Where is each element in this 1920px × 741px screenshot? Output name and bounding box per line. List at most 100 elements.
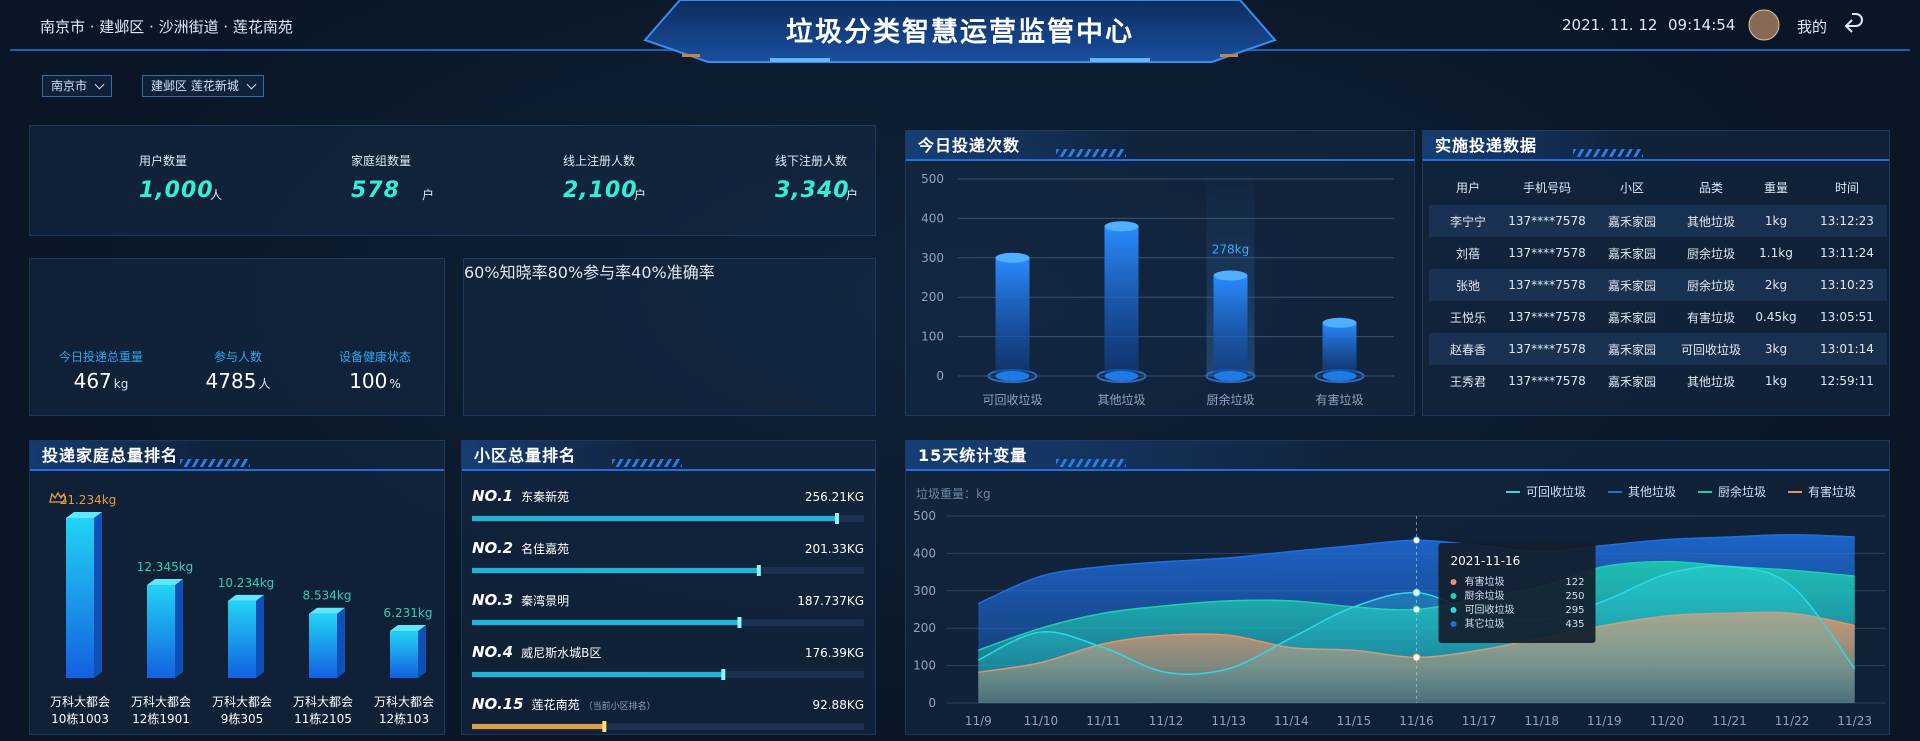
records-table: 用户 手机号码 小区 品类 重量 时间 李宁宁 137****7578 嘉禾家园 其他垃圾 1kg 1… bbox=[1429, 169, 1887, 397]
panel-title: 15天统计变量 bbox=[906, 441, 1889, 471]
rank: NO.4 bbox=[472, 643, 513, 661]
crown-icon bbox=[49, 491, 67, 503]
bar bbox=[66, 518, 94, 678]
gauge-value: 40% bbox=[631, 263, 667, 282]
rate-panel: 60%知晓率80%参与率40%准确率 bbox=[463, 258, 876, 416]
table-row: 赵春香 137****7578 嘉禾家园 可回收垃圾 3kg 13:01:14 bbox=[1429, 333, 1887, 365]
bar-knob bbox=[721, 669, 726, 680]
table-cell: 137****7578 bbox=[1508, 246, 1586, 260]
trend-panel: 15天统计变量 垃圾重量：kg 0 100 200 300 400 500 11/9 11/10… bbox=[905, 440, 1890, 735]
value-label: 187.737KG bbox=[797, 594, 864, 608]
bar-panel: 今日投递次数 0 100 200 300 400 500 可回收垃圾 其他垃圾 278kg 厨余垃… bbox=[905, 130, 1415, 416]
x-tick-label: 11/13 bbox=[1211, 714, 1246, 728]
table-row: 刘蓓 137****7578 嘉禾家园 厨余垃圾 1.1kg 13:11:24 bbox=[1429, 237, 1887, 269]
bar-top bbox=[66, 512, 102, 518]
table-cell: 王秀君 bbox=[1449, 374, 1486, 389]
bar-top bbox=[995, 252, 1030, 263]
kpi-value: 4785 bbox=[205, 369, 257, 393]
stat-label: 用户数量 bbox=[139, 154, 188, 168]
bar-bottom bbox=[1322, 371, 1357, 381]
community-name: 莲花南苑 bbox=[532, 697, 580, 712]
bar bbox=[309, 613, 337, 678]
bar bbox=[1104, 226, 1139, 376]
header-cell: 时间 bbox=[1834, 180, 1859, 195]
tooltip-name: 厨余垃圾 bbox=[1465, 589, 1505, 602]
legend-label: 有害垃圾 bbox=[1808, 484, 1856, 499]
tooltip-swatch bbox=[1450, 621, 1457, 627]
x-tick-label: 12栋1901 bbox=[132, 711, 190, 726]
area bbox=[978, 565, 1855, 703]
y-tick-label: 400 bbox=[921, 211, 944, 225]
table-header: 用户 手机号码 小区 品类 重量 时间 bbox=[1429, 169, 1887, 205]
bar bbox=[1322, 322, 1357, 376]
x-tick-label: 可回收垃圾 bbox=[982, 392, 1042, 407]
table-cell: 嘉禾家园 bbox=[1607, 278, 1656, 293]
panel-title: 小区总量排名 bbox=[462, 441, 875, 471]
header-cell: 重量 bbox=[1763, 180, 1788, 195]
district-select[interactable]: 建邺区 莲花新城 bbox=[142, 75, 264, 97]
table-cell: 13:01:14 bbox=[1820, 342, 1874, 356]
x-tick-label: 10栋1003 bbox=[51, 711, 109, 726]
bar-side bbox=[175, 578, 183, 678]
bar-side bbox=[337, 607, 345, 678]
value-label: 176.39KG bbox=[805, 646, 864, 660]
user-menu[interactable]: 我的 bbox=[1797, 18, 1828, 36]
tooltip-box bbox=[1438, 543, 1596, 643]
panel-title: 实施投递数据 bbox=[1423, 131, 1889, 161]
y-tick-label: 200 bbox=[913, 621, 936, 635]
y-tick-label: 100 bbox=[913, 659, 936, 673]
bar bbox=[472, 516, 837, 521]
value-label: 6.231kg bbox=[384, 606, 433, 620]
table-cell: 刘蓓 bbox=[1455, 246, 1480, 261]
community-name: 威尼斯水城B区 bbox=[521, 646, 601, 660]
x-tick-label: 9栋305 bbox=[221, 711, 264, 726]
stat-label: 线上注册人数 bbox=[563, 154, 636, 168]
table-cell: 137****7578 bbox=[1508, 214, 1586, 228]
table-cell: 13:11:24 bbox=[1820, 246, 1874, 260]
tooltip-dot bbox=[1412, 605, 1421, 614]
trend-chart: 垃圾重量：kg 0 100 200 300 400 500 11/9 11/10 11/11 11/… bbox=[913, 484, 1886, 728]
table-cell: 厨余垃圾 bbox=[1686, 278, 1735, 293]
bar bbox=[995, 257, 1030, 376]
stat-label: 家庭组数量 bbox=[351, 154, 412, 168]
y-tick-label: 300 bbox=[921, 251, 944, 265]
x-tick-label: 11/11 bbox=[1086, 714, 1121, 728]
x-tick-label: 11/10 bbox=[1024, 714, 1059, 728]
stat-unit: 户 bbox=[846, 188, 859, 202]
table-cell: 王悦乐 bbox=[1449, 310, 1486, 325]
table-row: 王悦乐 137****7578 嘉禾家园 有害垃圾 0.45kg 13:05:51 bbox=[1429, 301, 1887, 333]
y-tick-label: 500 bbox=[913, 509, 936, 523]
bar-top bbox=[228, 594, 264, 601]
table-cell: 13:12:23 bbox=[1820, 214, 1874, 228]
kpi-label: 今日投递总重量 bbox=[58, 350, 143, 364]
community-name: 秦湾景明 bbox=[521, 593, 569, 608]
stat-value: 2,100 bbox=[563, 178, 638, 203]
table-cell: 其他垃圾 bbox=[1686, 214, 1735, 229]
y-tick-label: 300 bbox=[913, 584, 936, 598]
legend-label: 其他垃圾 bbox=[1628, 484, 1676, 499]
panel-title: 今日投递次数 bbox=[906, 131, 1414, 161]
community-name: 名佳嘉苑 bbox=[521, 541, 569, 556]
table-cell: 1.1kg bbox=[1759, 246, 1793, 260]
table-cell: 厨余垃圾 bbox=[1686, 246, 1735, 261]
header-cell: 品类 bbox=[1698, 180, 1723, 195]
x-tick-label: 11/15 bbox=[1337, 714, 1372, 728]
table-cell: 嘉禾家园 bbox=[1607, 310, 1656, 325]
bar-side bbox=[94, 512, 102, 678]
bar bbox=[472, 724, 605, 729]
x-tick-label: 12栋103 bbox=[379, 711, 429, 726]
city-select[interactable]: 南京市 bbox=[42, 75, 113, 97]
bar-annotation: 278kg bbox=[1212, 243, 1249, 257]
bar-top bbox=[309, 607, 345, 614]
table-cell: 3kg bbox=[1764, 342, 1788, 356]
tooltip-date: 2021-11-16 bbox=[1451, 554, 1521, 568]
table-cell: 有害垃圾 bbox=[1686, 310, 1735, 325]
stat-unit: 户 bbox=[422, 188, 435, 202]
x-tick-label: 11/20 bbox=[1650, 714, 1685, 728]
bar-knob bbox=[835, 513, 839, 524]
header-frame bbox=[10, 0, 1910, 63]
table-cell: 13:10:23 bbox=[1820, 278, 1874, 292]
table-cell: 137****7578 bbox=[1508, 278, 1586, 292]
x-tick-label: 万科大都会 bbox=[131, 695, 191, 709]
